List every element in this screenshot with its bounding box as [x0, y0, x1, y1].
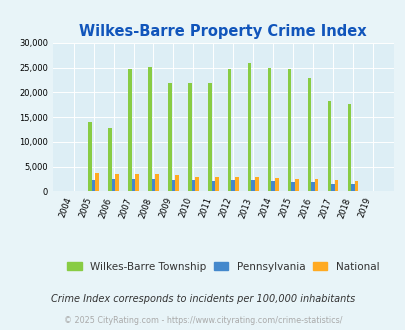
Bar: [131, 179, 135, 191]
Bar: [151, 179, 155, 191]
Bar: [271, 181, 274, 191]
Bar: [350, 184, 354, 191]
Bar: [88, 122, 92, 191]
Bar: [128, 69, 131, 191]
Bar: [291, 182, 294, 191]
Bar: [92, 180, 95, 191]
Bar: [215, 177, 218, 191]
Bar: [108, 128, 111, 191]
Bar: [251, 180, 254, 191]
Bar: [330, 184, 334, 191]
Bar: [267, 68, 271, 191]
Bar: [207, 83, 211, 191]
Bar: [191, 180, 195, 191]
Bar: [307, 78, 311, 191]
Text: © 2025 CityRating.com - https://www.cityrating.com/crime-statistics/: © 2025 CityRating.com - https://www.city…: [64, 316, 341, 325]
Bar: [311, 182, 314, 191]
Bar: [227, 69, 231, 191]
Bar: [334, 180, 338, 191]
Bar: [314, 179, 318, 191]
Bar: [148, 67, 151, 191]
Bar: [294, 179, 298, 191]
Bar: [188, 83, 191, 191]
Bar: [171, 180, 175, 191]
Bar: [211, 181, 215, 191]
Bar: [231, 180, 234, 191]
Bar: [195, 177, 198, 191]
Bar: [274, 178, 278, 191]
Bar: [155, 174, 158, 191]
Bar: [115, 174, 119, 191]
Bar: [95, 173, 99, 191]
Bar: [111, 179, 115, 191]
Bar: [175, 175, 178, 191]
Title: Wilkes-Barre Property Crime Index: Wilkes-Barre Property Crime Index: [79, 24, 366, 39]
Bar: [168, 83, 171, 191]
Bar: [287, 69, 291, 191]
Bar: [254, 177, 258, 191]
Legend: Wilkes-Barre Township, Pennsylvania, National: Wilkes-Barre Township, Pennsylvania, Nat…: [67, 262, 378, 272]
Bar: [347, 104, 350, 191]
Bar: [135, 174, 139, 191]
Bar: [354, 181, 358, 191]
Bar: [234, 177, 238, 191]
Text: Crime Index corresponds to incidents per 100,000 inhabitants: Crime Index corresponds to incidents per…: [51, 294, 354, 304]
Bar: [247, 63, 251, 191]
Bar: [327, 101, 330, 191]
